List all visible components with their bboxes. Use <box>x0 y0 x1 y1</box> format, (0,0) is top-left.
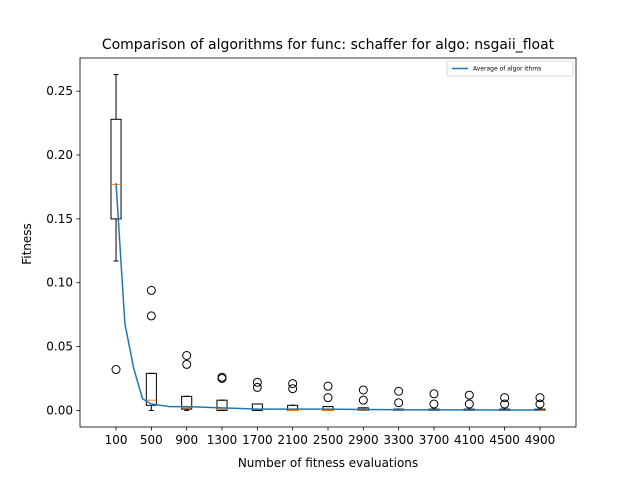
x-tick-label: 1700 <box>242 433 273 447</box>
box <box>145 372 157 406</box>
outlier-point <box>464 390 474 400</box>
outlier-point <box>288 379 298 389</box>
legend-label: Average of algor ithms <box>473 66 541 73</box>
box-plot-2500 <box>322 381 334 411</box>
y-tick-label: 0.15 <box>46 212 73 226</box>
legend: Average of algor ithms <box>446 60 574 77</box>
outlier-point <box>217 372 227 382</box>
outlier-point <box>146 285 156 295</box>
box-plot-2900 <box>357 385 369 411</box>
x-tick-label: 4500 <box>489 433 520 447</box>
outlier-point <box>535 399 545 409</box>
outlier-point <box>323 381 333 391</box>
y-tick-label: 0.20 <box>46 148 73 162</box>
outlier-point <box>146 311 156 321</box>
y-tick-label: 0.05 <box>46 340 73 354</box>
y-tick-label: 0.00 <box>46 403 73 417</box>
box-plot-1300 <box>216 372 228 411</box>
x-tick-label: 3300 <box>383 433 414 447</box>
outlier-point <box>182 359 192 369</box>
outlier-point <box>429 399 439 409</box>
box-plot-500 <box>145 285 157 411</box>
outlier-point <box>464 399 474 409</box>
outlier-point <box>394 386 404 396</box>
plot-area <box>110 74 546 411</box>
y-tick-label: 0.10 <box>46 276 73 290</box>
outlier-point <box>358 395 368 405</box>
x-tick-label: 3700 <box>419 433 450 447</box>
box-plot-2100 <box>287 379 299 411</box>
legend-box <box>446 60 574 77</box>
outlier-point <box>288 384 298 394</box>
outlier-point <box>358 385 368 395</box>
x-tick-label: 500 <box>140 433 163 447</box>
y-axis-title: Fitness <box>20 223 34 265</box>
outlier-point <box>323 393 333 403</box>
x-tick-label: 900 <box>175 433 198 447</box>
outlier-point <box>182 350 192 360</box>
x-tick-label: 4100 <box>454 433 485 447</box>
box-plot-900 <box>181 350 193 411</box>
outlier-point <box>500 393 510 403</box>
outlier-point <box>500 399 510 409</box>
x-axis-title: Number of fitness evaluations <box>238 456 418 470</box>
outlier-point <box>252 382 262 392</box>
x-tick-label: 2500 <box>313 433 344 447</box>
box <box>110 118 122 220</box>
outlier-point <box>535 393 545 403</box>
outlier-point <box>394 398 404 408</box>
x-tick-label: 100 <box>105 433 128 447</box>
box <box>251 403 263 411</box>
y-tick-label: 0.25 <box>46 84 73 98</box>
x-tick-label: 2900 <box>348 433 379 447</box>
outlier-point <box>252 377 262 387</box>
x-tick-label: 2100 <box>277 433 308 447</box>
outlier-point <box>429 389 439 399</box>
chart-title: Comparison of algorithms for func: schaf… <box>102 37 555 53</box>
average-line <box>115 183 540 411</box>
box-plot-100 <box>110 74 122 375</box>
axes: 0.00 0.05 0.10 0.15 0.20 0.25 100 500 900 1300 170… <box>46 57 577 447</box>
box <box>216 399 228 411</box>
box <box>181 395 193 410</box>
outlier-point <box>111 365 121 375</box>
x-tick-label: 1300 <box>207 433 238 447</box>
x-tick-label: 4900 <box>525 433 556 447</box>
